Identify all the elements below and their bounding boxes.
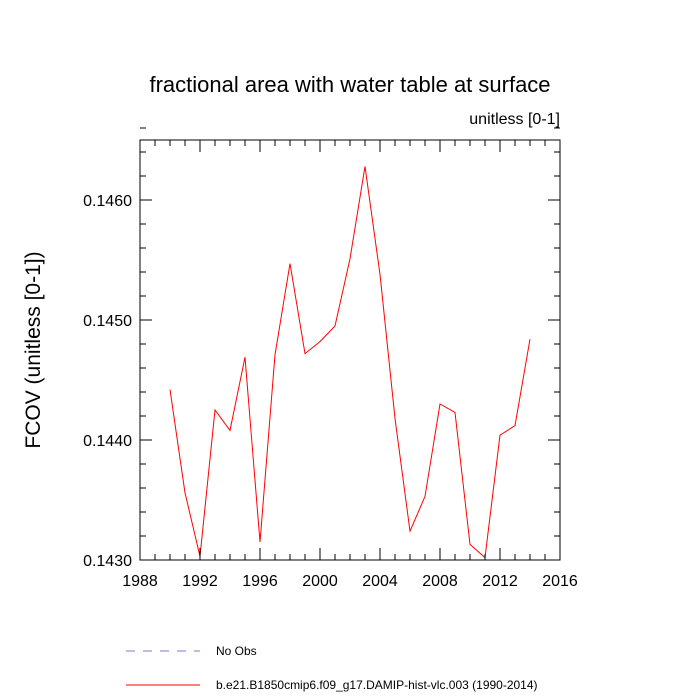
x-tick-label: 2016	[542, 573, 578, 590]
x-tick-label: 2000	[302, 573, 338, 590]
plot-frame	[139, 139, 561, 561]
x-tick-label: 2004	[362, 573, 398, 590]
y-tick-label: 0.1460	[83, 193, 132, 210]
x-tick-label: 1996	[242, 573, 278, 590]
y-tick-label: 0.1430	[83, 553, 132, 570]
x-tick-label: 2008	[422, 573, 458, 590]
plot-series	[169, 166, 531, 559]
legend-label-0: No Obs	[216, 644, 257, 658]
x-tick-label: 1988	[122, 573, 158, 590]
units-label: unitless [0-1]	[469, 111, 560, 128]
y-axis-ticks: 0.1430 0.1440 0.1450 0.1460	[83, 127, 560, 570]
legend-label-1: b.e21.B1850cmip6.f09_g17.DAMIP-hist-vlc.…	[216, 678, 538, 692]
y-tick-label: 0.1440	[83, 433, 132, 450]
y-tick-label: 0.1450	[83, 313, 132, 330]
x-tick-label: 1992	[182, 573, 218, 590]
chart-title: fractional area with water table at surf…	[149, 72, 550, 97]
x-axis-ticks: 1988 1992 1996 2000 2004 2008 2012 2016	[122, 140, 578, 590]
x-tick-label: 2012	[482, 573, 518, 590]
legend: No Obs b.e21.B1850cmip6.f09_g17.DAMIP-his…	[126, 644, 538, 692]
series-line-0	[169, 166, 531, 559]
y-axis-label: FCOV (unitless [0-1])	[22, 251, 45, 448]
